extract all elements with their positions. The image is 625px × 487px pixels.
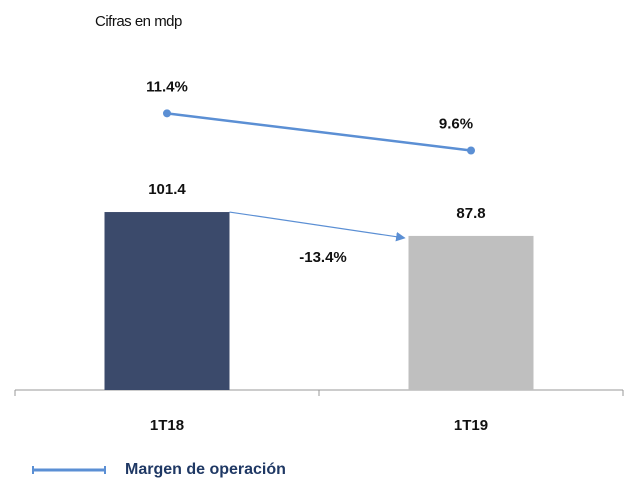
x-tick-label: 1T18 bbox=[150, 417, 184, 434]
bar bbox=[104, 212, 230, 390]
bar bbox=[408, 235, 534, 390]
line-value-label: 9.6% bbox=[439, 115, 473, 132]
annotation: -13.4% bbox=[299, 249, 347, 266]
legend-label: Margen de operación bbox=[125, 461, 286, 478]
line-marker bbox=[467, 146, 475, 155]
x-tick-label: 1T19 bbox=[454, 417, 488, 434]
bar-value-label: 87.8 bbox=[456, 205, 485, 222]
bar-value-label: 101.4 bbox=[148, 181, 186, 198]
annotation-arrow bbox=[229, 211, 406, 242]
chart-subtitle: Cifras en mdp bbox=[95, 13, 182, 30]
line-value-label: 11.4% bbox=[146, 78, 188, 95]
line-marker bbox=[163, 109, 171, 118]
line bbox=[166, 112, 472, 152]
